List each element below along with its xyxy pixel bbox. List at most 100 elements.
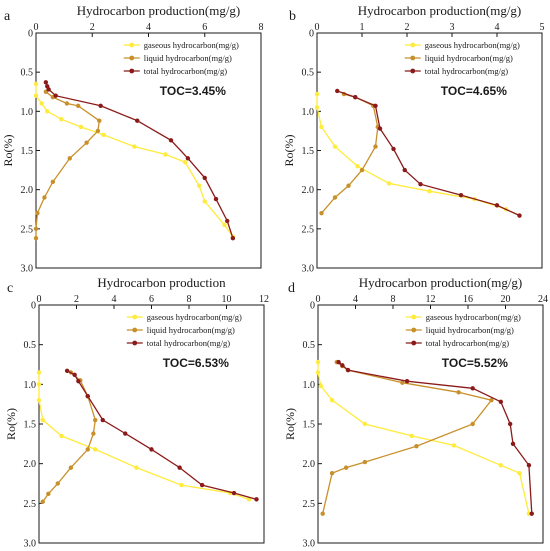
legend-swatch-marker: [132, 340, 138, 346]
data-point: [355, 163, 360, 169]
data-point: [529, 511, 534, 516]
data-point: [318, 383, 324, 389]
data-point: [33, 226, 39, 232]
data-point: [33, 236, 39, 241]
data-point: [43, 80, 49, 85]
legend-swatch-marker: [132, 327, 138, 333]
legend-swatch-marker: [410, 42, 416, 48]
panel-letter: a: [4, 9, 11, 24]
data-point: [202, 199, 207, 204]
panel-d: d Hydrocarbon production(mg/g) 0 4 8 12 16 20 24…: [283, 275, 548, 550]
data-point: [196, 183, 202, 188]
data-point: [254, 497, 259, 502]
data-point: [33, 81, 39, 87]
data-point: [39, 101, 44, 106]
data-point: [84, 140, 89, 145]
data-point: [319, 210, 324, 216]
data-point: [222, 222, 227, 228]
data-point: [97, 118, 102, 123]
series-total: [43, 80, 236, 241]
data-point: [95, 128, 101, 134]
data-point: [470, 386, 475, 391]
legend-label: liquid hydrocarbon(mg/g): [425, 53, 513, 63]
toc-annotation: TOC=4.65%: [441, 84, 507, 98]
data-point: [53, 93, 58, 98]
x-tick-label: 24: [538, 294, 548, 305]
data-point: [329, 398, 335, 403]
data-point: [177, 465, 182, 470]
y-tick-label: 2.0: [302, 185, 315, 196]
x-tick-label: 20: [501, 294, 511, 305]
y-tick-label: 0: [309, 29, 314, 40]
data-point: [202, 175, 207, 181]
legend-label: total hydrocarbon(mg/g): [426, 338, 509, 348]
series-line: [337, 90, 520, 217]
data-point: [101, 132, 106, 138]
x-tick-label: 8: [259, 22, 264, 33]
data-point: [93, 447, 98, 452]
y-tick-label: 2.5: [21, 224, 34, 235]
data-point: [185, 156, 191, 161]
data-point: [507, 421, 513, 427]
y-tick-label: 1.0: [21, 107, 34, 118]
y-tick-label: 1.5: [21, 146, 34, 157]
legend-label: liquid hydrocarbon(mg/g): [147, 325, 235, 335]
data-point: [329, 470, 335, 476]
data-point: [149, 447, 154, 452]
y-tick-label: 3.0: [21, 264, 34, 275]
data-point: [163, 152, 168, 157]
data-point: [85, 394, 90, 399]
data-point: [517, 470, 522, 476]
legend-label: gaseous hydrocarbon(mg/g): [425, 40, 520, 50]
data-point: [76, 378, 81, 384]
data-point: [346, 183, 351, 188]
x-tick-label: 4: [112, 294, 117, 305]
series-liquid: [33, 89, 102, 241]
y-tick-label: 0.5: [302, 68, 315, 79]
data-point: [526, 463, 532, 468]
series-line: [35, 83, 234, 238]
y-axis-label: Ro(%): [282, 135, 296, 167]
data-point: [402, 167, 407, 173]
data-point: [93, 417, 98, 423]
x-axis-title: Hydrocarbon production(mg/g): [359, 275, 523, 290]
y-tick-label: 1.0: [303, 380, 316, 391]
data-point: [409, 433, 414, 439]
data-point: [362, 459, 368, 465]
series-line: [317, 362, 530, 514]
x-tick-label: 0: [37, 294, 42, 305]
series-line: [66, 370, 257, 501]
data-point: [168, 138, 174, 143]
data-point: [132, 144, 137, 149]
data-point: [75, 103, 81, 109]
data-point: [36, 370, 42, 375]
data-point: [98, 103, 103, 109]
data-point: [36, 398, 42, 403]
legend-label: total hydrocarbon(mg/g): [144, 66, 227, 76]
data-point: [100, 417, 105, 423]
data-point: [386, 181, 392, 186]
x-tick-label: 4: [495, 22, 500, 33]
series-line: [321, 93, 379, 214]
legend-swatch-marker: [410, 55, 416, 61]
data-point: [35, 210, 40, 216]
data-point: [64, 368, 70, 374]
data-point: [78, 124, 84, 130]
x-tick-label: 4: [146, 22, 151, 33]
series-line: [35, 91, 100, 239]
data-point: [40, 499, 45, 504]
x-tick-label: 5: [540, 22, 545, 33]
series-line: [42, 371, 96, 503]
data-point: [335, 88, 340, 94]
series-line: [338, 361, 533, 514]
toc-annotation: TOC=6.53%: [163, 356, 229, 370]
y-tick-label: 1.0: [24, 380, 37, 391]
panel-b: b Hydrocarbon production(mg/g) 0 1 2 3 4 5 0 0.5 1…: [282, 3, 545, 275]
data-point: [85, 447, 90, 452]
toc-annotation: TOC=5.52%: [442, 356, 508, 370]
y-tick-label: 0: [310, 301, 315, 312]
toc-annotation: TOC=3.45%: [160, 84, 226, 98]
data-point: [353, 95, 358, 100]
y-tick-label: 3.0: [302, 264, 315, 275]
y-tick-label: 0: [28, 29, 33, 40]
